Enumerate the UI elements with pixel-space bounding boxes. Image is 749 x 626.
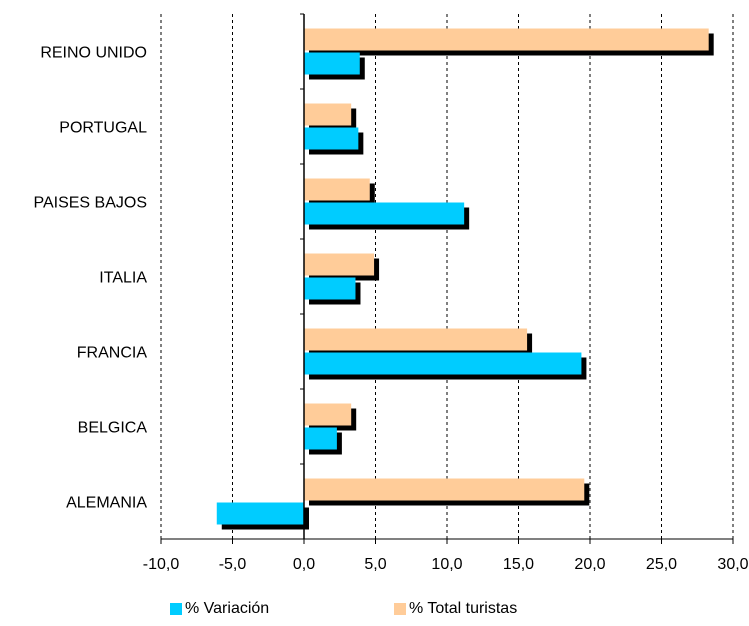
bar--variaci-n-portugal	[304, 127, 359, 150]
bar--total-turistas-francia	[304, 328, 528, 351]
legend-label-total-turistas: % Total turistas	[409, 600, 518, 617]
legend-item-total-turistas: % Total turistas	[394, 600, 517, 618]
category-label: REINO UNIDO	[40, 45, 147, 62]
bar--variaci-n-paises-bajos	[304, 202, 465, 225]
bar--variaci-n-alemania	[216, 502, 304, 525]
bar--total-turistas-portugal	[304, 103, 352, 126]
bar--variaci-n-francia	[304, 352, 582, 375]
x-tick-label: 0,0	[293, 556, 315, 573]
bar--variaci-n-belgica	[304, 427, 337, 450]
x-tick-label: -10,0	[143, 556, 180, 573]
bar--total-turistas-paises-bajos	[304, 178, 370, 201]
x-tick-label: 25,0	[646, 556, 677, 573]
legend-swatch-total-turistas	[394, 603, 406, 615]
category-label: FRANCIA	[77, 345, 148, 362]
x-tick-label: 20,0	[574, 556, 605, 573]
legend-swatch-variacion	[170, 603, 182, 615]
bar--total-turistas-belgica	[304, 403, 352, 426]
category-label: ITALIA	[99, 270, 147, 287]
category-label: PAISES BAJOS	[33, 195, 147, 212]
legend-item-variacion: % Variación	[170, 600, 269, 618]
bar--total-turistas-reino-unido	[304, 28, 709, 51]
category-label: BELGICA	[78, 420, 148, 437]
bar--total-turistas-italia	[304, 253, 375, 276]
category-label: PORTUGAL	[59, 120, 147, 137]
x-tick-label: 10,0	[431, 556, 462, 573]
x-tick-label: -5,0	[219, 556, 247, 573]
x-tick-label: 30,0	[717, 556, 748, 573]
x-tick-label: 15,0	[503, 556, 534, 573]
bar--variaci-n-reino-unido	[304, 52, 360, 75]
x-tick-label: 5,0	[364, 556, 386, 573]
category-label: ALEMANIA	[66, 495, 147, 512]
legend-label-variacion: % Variación	[185, 600, 270, 617]
bar--total-turistas-alemania	[304, 478, 585, 501]
bar--variaci-n-italia	[304, 277, 356, 300]
